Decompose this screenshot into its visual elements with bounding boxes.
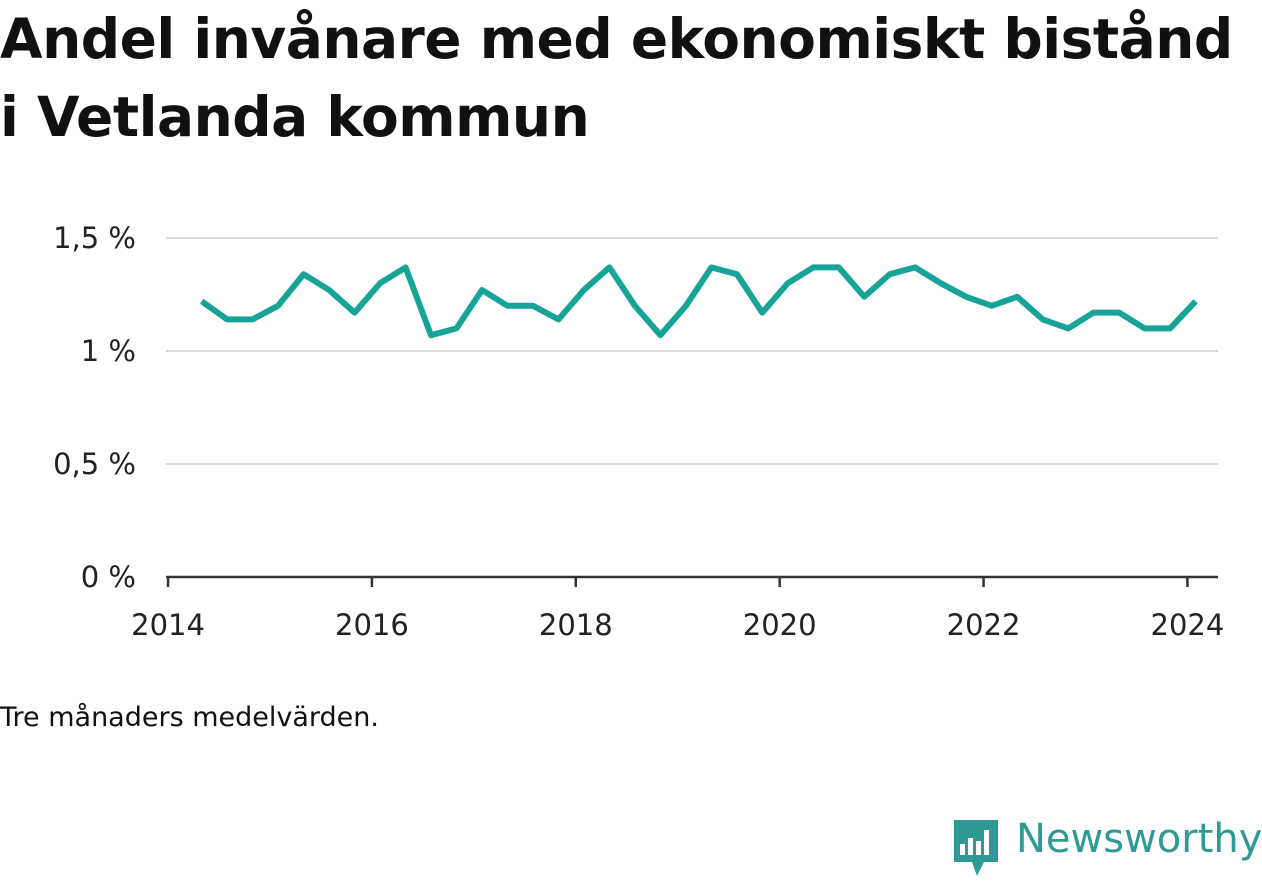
y-axis-labels: 0 % 0,5 % 1 % 1,5 % bbox=[53, 221, 136, 594]
x-tick-label: 2016 bbox=[335, 608, 409, 642]
x-tick-label: 2024 bbox=[1151, 608, 1225, 642]
y-tick-label: 1 % bbox=[81, 334, 136, 368]
data-series bbox=[199, 264, 1198, 339]
x-axis: 2014 2016 2018 2020 2022 2024 bbox=[131, 575, 1225, 642]
brand-name: Newsworthy bbox=[1016, 816, 1262, 862]
x-tick-label: 2022 bbox=[947, 608, 1021, 642]
y-tick-label: 1,5 % bbox=[53, 221, 136, 255]
x-tick-label: 2020 bbox=[743, 608, 817, 642]
newsworthy-logo-icon bbox=[954, 820, 998, 876]
brand-logo: Newsworthy bbox=[951, 816, 1262, 882]
y-tick-label: 0,5 % bbox=[53, 447, 136, 481]
y-tick-label: 0 % bbox=[81, 560, 136, 594]
x-tick-label: 2014 bbox=[131, 608, 205, 642]
grid-lines bbox=[166, 237, 1218, 465]
chart-title: Andel invånare med ekonomiskt bistånd i … bbox=[0, 7, 1233, 149]
x-tick-label: 2018 bbox=[539, 608, 613, 642]
series-line bbox=[199, 264, 1198, 339]
line-chart: 0 % 0,5 % 1 % 1,5 % 2014 2016 2018 2020 2022 202… bbox=[53, 221, 1225, 642]
chart-note: Tre månaders medelvärden. bbox=[0, 702, 379, 733]
